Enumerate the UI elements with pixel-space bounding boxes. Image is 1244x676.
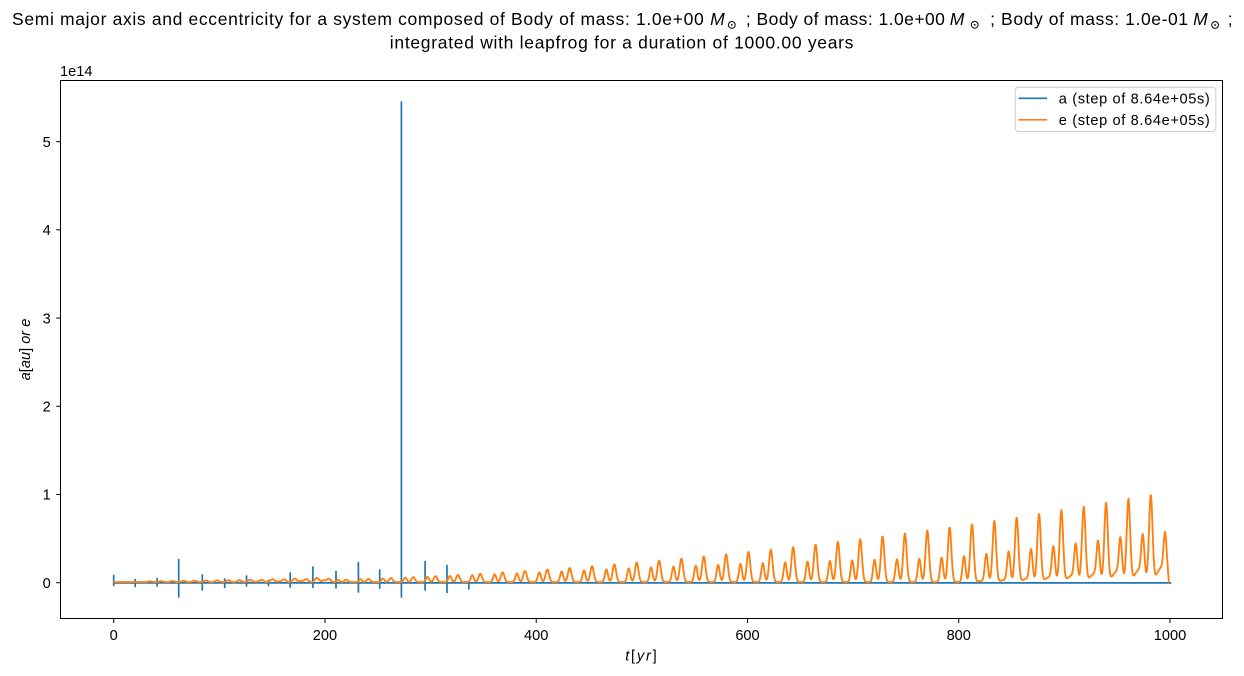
svg-text:400: 400 xyxy=(524,628,548,644)
svg-text:; Body of mass: 1.0e+00: ; Body of mass: 1.0e+00 xyxy=(746,9,945,29)
svg-text:5: 5 xyxy=(43,135,51,151)
svg-text:3: 3 xyxy=(43,311,51,327)
svg-text:0: 0 xyxy=(110,628,118,644)
svg-text:1e14: 1e14 xyxy=(60,64,92,80)
svg-text:;: ; xyxy=(1228,9,1233,29)
svg-text:a (step of 8.64e+05s): a (step of 8.64e+05s) xyxy=(1059,91,1210,107)
svg-text:0: 0 xyxy=(43,576,51,592)
svg-text:Semi major axis and eccentrici: Semi major axis and eccentricity for a s… xyxy=(12,9,704,29)
svg-text:M: M xyxy=(1193,9,1208,29)
svg-text:M: M xyxy=(710,9,725,29)
svg-text:200: 200 xyxy=(313,628,337,644)
svg-text:a[au] or e: a[au] or e xyxy=(18,319,34,381)
svg-text:2: 2 xyxy=(43,400,51,416)
svg-text:M: M xyxy=(950,9,965,29)
svg-text:e (step of 8.64e+05s): e (step of 8.64e+05s) xyxy=(1059,113,1210,129)
svg-text:600: 600 xyxy=(735,628,759,644)
svg-text:; Body of mass: 1.0e-01: ; Body of mass: 1.0e-01 xyxy=(990,9,1188,29)
svg-text:integrated with leapfrog for a: integrated with leapfrog for a duration … xyxy=(390,32,854,52)
svg-text:t[yr]: t[yr] xyxy=(625,648,657,664)
svg-text:800: 800 xyxy=(947,628,971,644)
svg-text:4: 4 xyxy=(43,223,51,239)
svg-text:1000: 1000 xyxy=(1154,628,1186,644)
svg-text:1: 1 xyxy=(43,488,51,504)
